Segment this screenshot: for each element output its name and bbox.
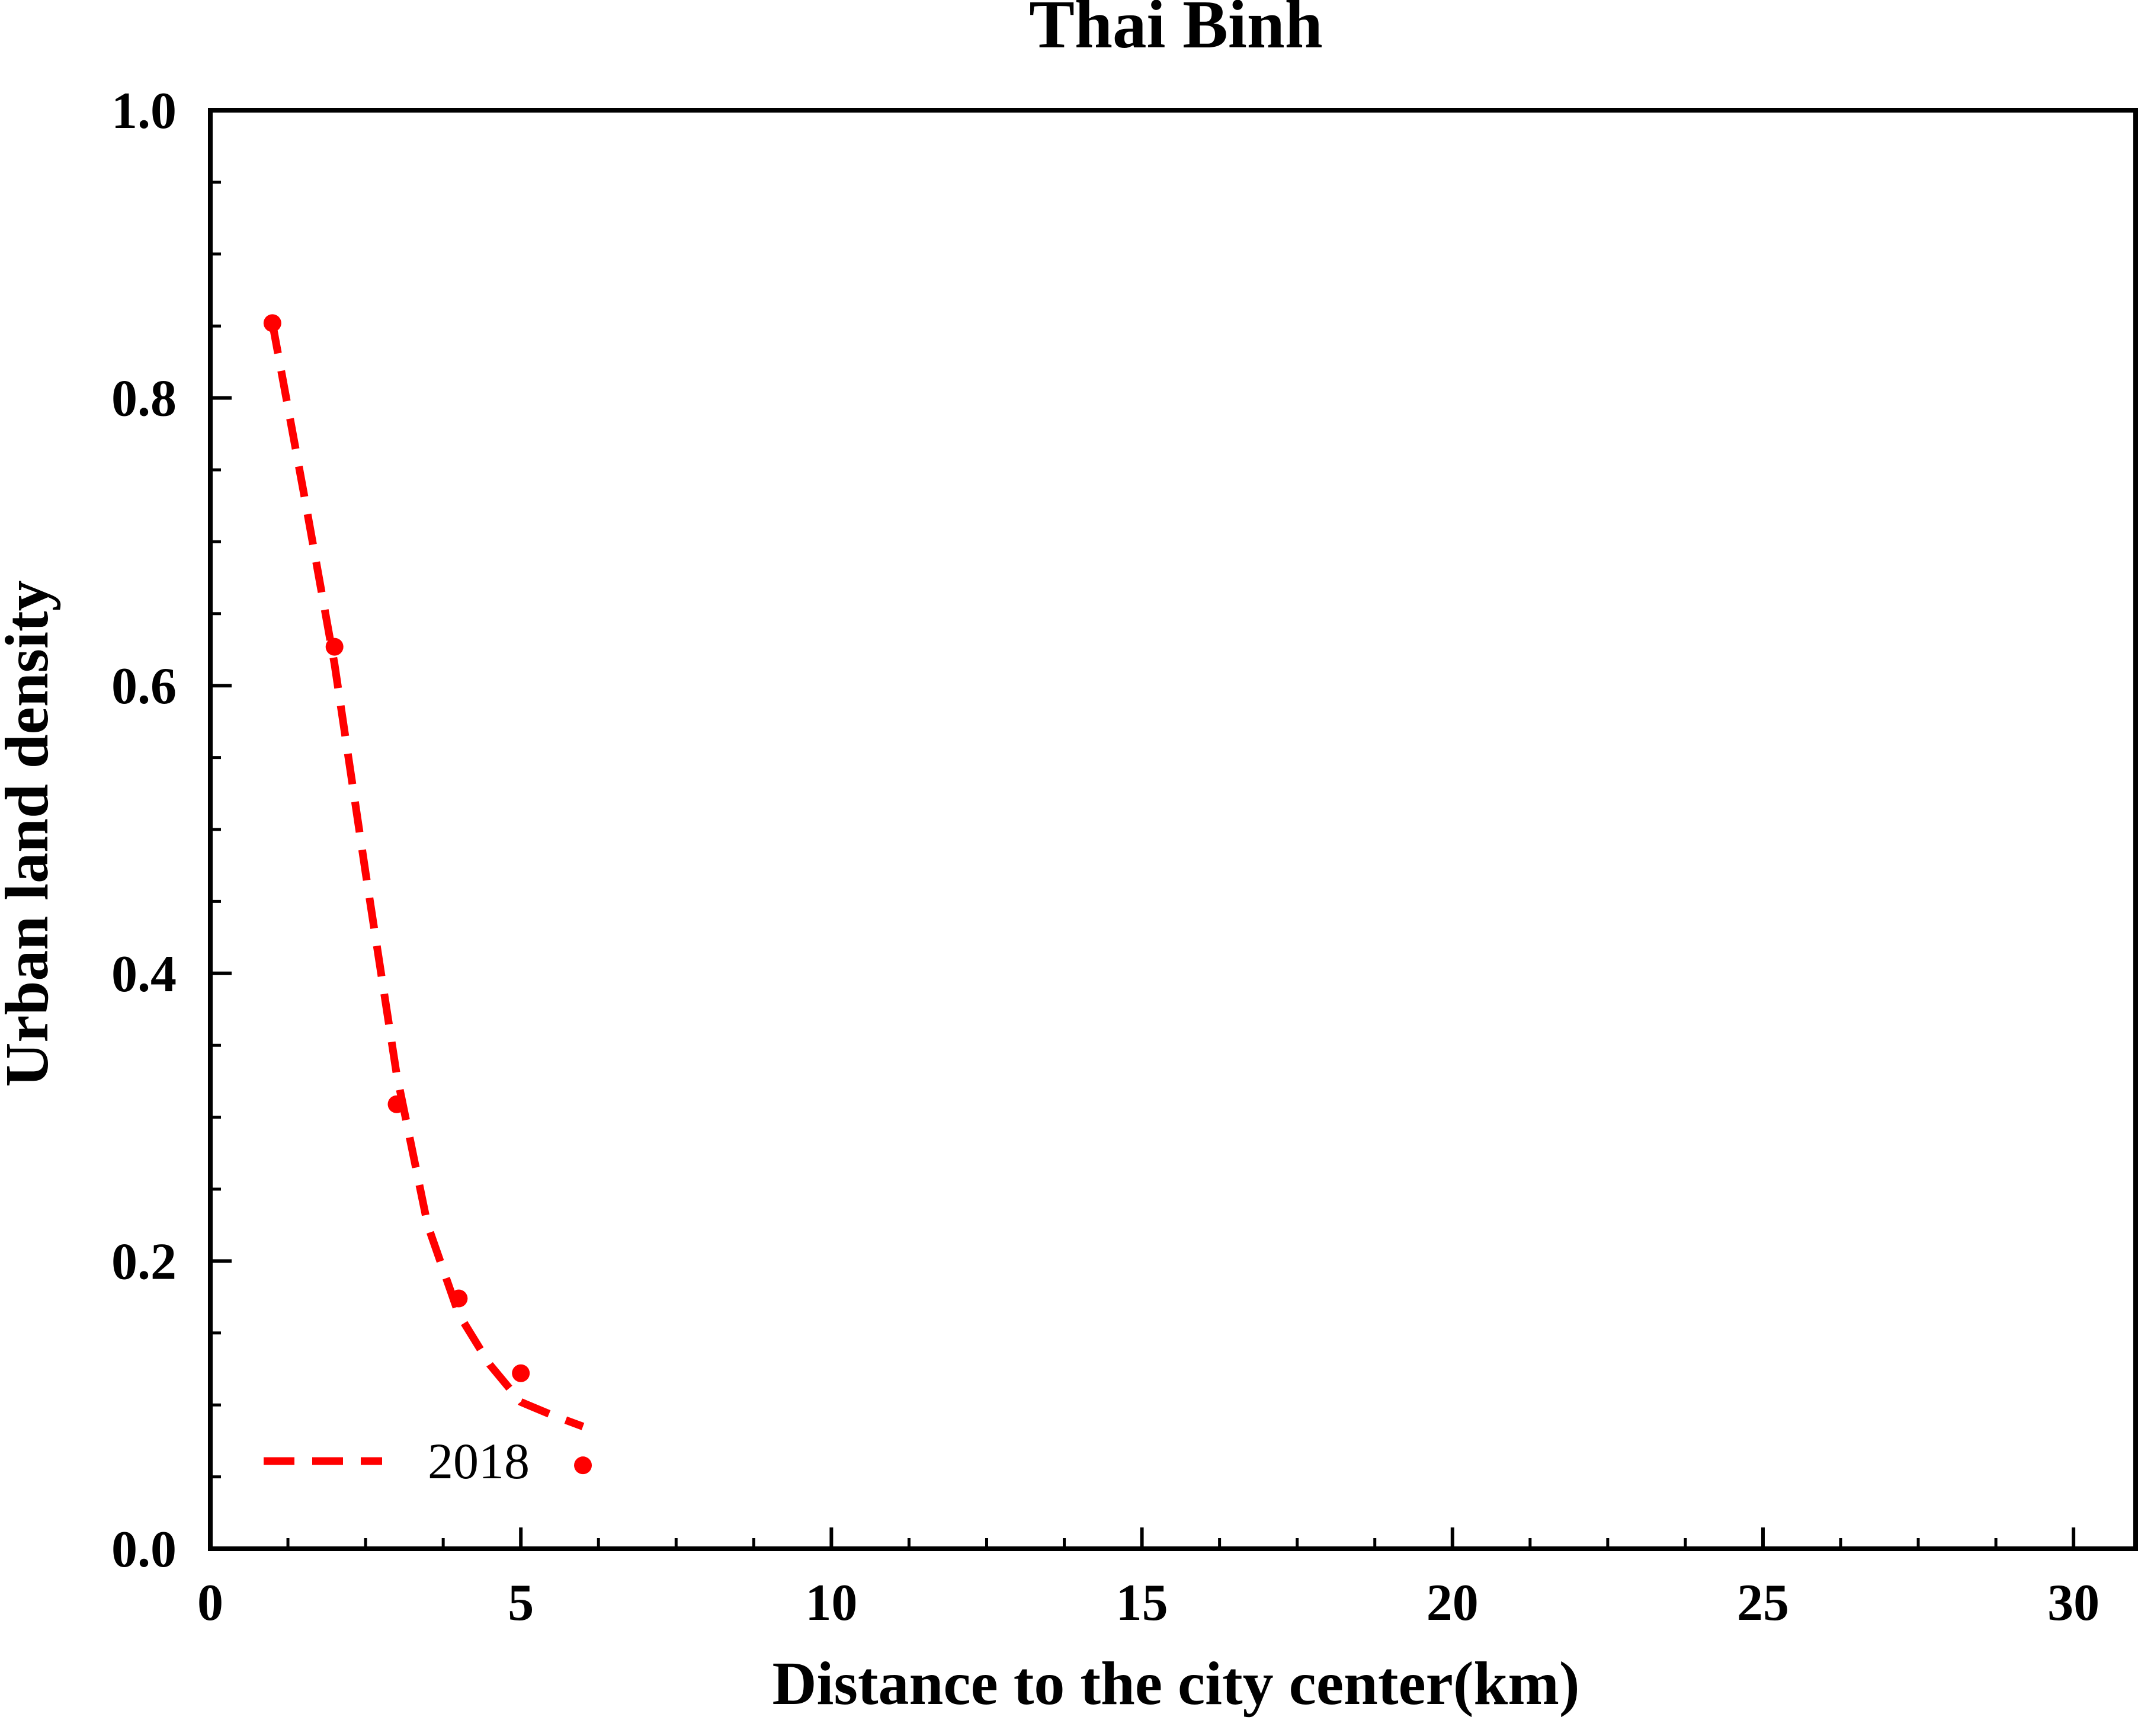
y-tick-label: 0.0: [111, 1521, 177, 1578]
series-2018-point: [263, 314, 281, 332]
y-tick-label: 0.2: [111, 1233, 177, 1290]
plot-frame: [208, 108, 2138, 1551]
x-tick-label: 5: [508, 1574, 534, 1632]
x-tick-label: 15: [1116, 1574, 1168, 1632]
chart-title: Thai Binh: [1029, 0, 1322, 62]
x-tick-label: 20: [1427, 1574, 1479, 1632]
legend: 2018: [264, 1433, 530, 1490]
x-tick-label: 25: [1737, 1574, 1789, 1632]
series-2018-fit-line: [268, 322, 585, 1430]
x-tick-label: 10: [805, 1574, 857, 1632]
x-tick-label: 30: [2047, 1574, 2099, 1632]
x-axis-label: Distance to the city center(km): [772, 1649, 1579, 1718]
series-2018-point: [387, 1095, 406, 1113]
legend-label-2018: 2018: [428, 1433, 530, 1490]
x-tick-label: 0: [197, 1574, 223, 1632]
y-axis-label: Urban land density: [0, 580, 61, 1087]
y-tick-label: 0.4: [111, 946, 177, 1003]
series-2018-point: [325, 638, 344, 656]
y-tick-label: 0.6: [111, 658, 177, 715]
y-tick-label: 0.8: [111, 370, 177, 428]
series-2018-point: [450, 1289, 468, 1308]
plot-content: [263, 314, 592, 1475]
series-2018-point: [574, 1456, 592, 1475]
axis-ticks: 0 5 10 15 20 25 30 0.0 0.2 0.4 0.6 0.8 1.0: [111, 82, 2099, 1632]
series-2018-point: [512, 1364, 530, 1382]
y-tick-label: 1.0: [111, 82, 177, 140]
